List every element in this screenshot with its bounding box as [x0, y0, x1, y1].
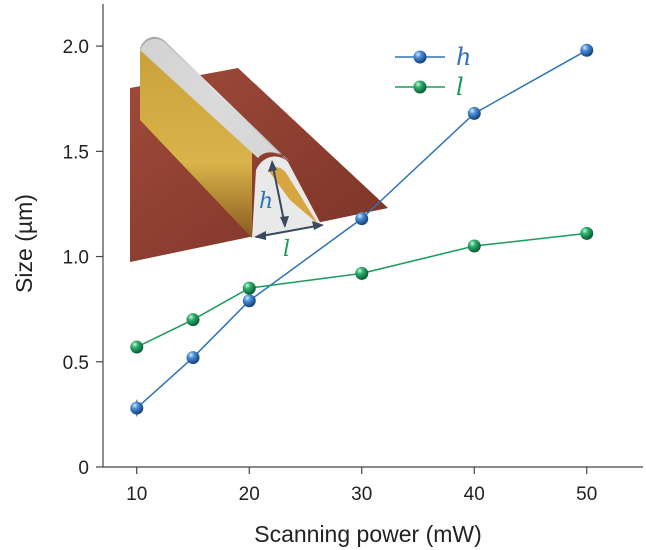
- afm-inset-image: h l: [130, 36, 388, 262]
- inset-l-arrowhead-right: [312, 221, 324, 230]
- x-tick-label: 50: [576, 484, 597, 505]
- y-tick-label: 1.0: [63, 248, 89, 269]
- x-tick-label: 30: [351, 484, 372, 505]
- data-point-h: [467, 106, 481, 120]
- legend: hl: [395, 43, 471, 101]
- data-point-l: [242, 281, 256, 295]
- y-tick-label: 0.5: [63, 353, 89, 374]
- series-l: [130, 226, 594, 354]
- y-tick-label: 1.5: [63, 142, 89, 163]
- data-point-l: [580, 226, 594, 240]
- series-line-h: [136, 49, 588, 409]
- inset-h-arrowhead-top: [268, 160, 277, 172]
- inset-ridge-end-shadow: [268, 167, 318, 224]
- y-tick-label: 0: [78, 458, 89, 479]
- x-tick-label: 20: [239, 484, 260, 505]
- legend-label-l: l: [456, 73, 464, 101]
- inset-l-arrowhead-left: [254, 231, 266, 240]
- axes: 10 20 30 40 50 0 0.5 1.0 1.5 2.0 Scanning power (m…: [11, 4, 643, 547]
- x-tick-label: 40: [464, 484, 485, 505]
- inset-h-arrowhead-bottom: [280, 216, 289, 228]
- series-layer: [130, 43, 594, 417]
- y-axis-label: Size (µm): [11, 194, 37, 293]
- inset-ridge-crest: [140, 38, 288, 162]
- data-point-l: [467, 239, 481, 253]
- legend-marker-l: [413, 80, 427, 94]
- inset-ridge-side: [140, 50, 252, 238]
- x-axis-label: Scanning power (mW): [254, 521, 482, 547]
- inset-h-label: h: [259, 189, 273, 214]
- series-h: [130, 43, 594, 417]
- legend-marker-h: [413, 50, 427, 64]
- data-point-l: [130, 340, 144, 354]
- data-point-h: [355, 212, 369, 226]
- legend-label-h: h: [456, 43, 471, 71]
- data-point-h: [580, 43, 594, 57]
- inset-h-arrow: [271, 161, 286, 227]
- data-point-h: [242, 294, 256, 308]
- inset-ridge-end: [252, 156, 322, 238]
- data-point-h: [130, 401, 144, 415]
- series-line-l: [136, 232, 587, 348]
- inset-l-label: l: [283, 237, 290, 262]
- data-point-l: [186, 313, 200, 327]
- inset-l-arrow: [255, 224, 323, 238]
- data-point-l: [355, 266, 369, 280]
- y-tick-label: 2.0: [63, 37, 89, 58]
- data-point-h: [186, 351, 200, 365]
- x-tick-label: 10: [126, 484, 147, 505]
